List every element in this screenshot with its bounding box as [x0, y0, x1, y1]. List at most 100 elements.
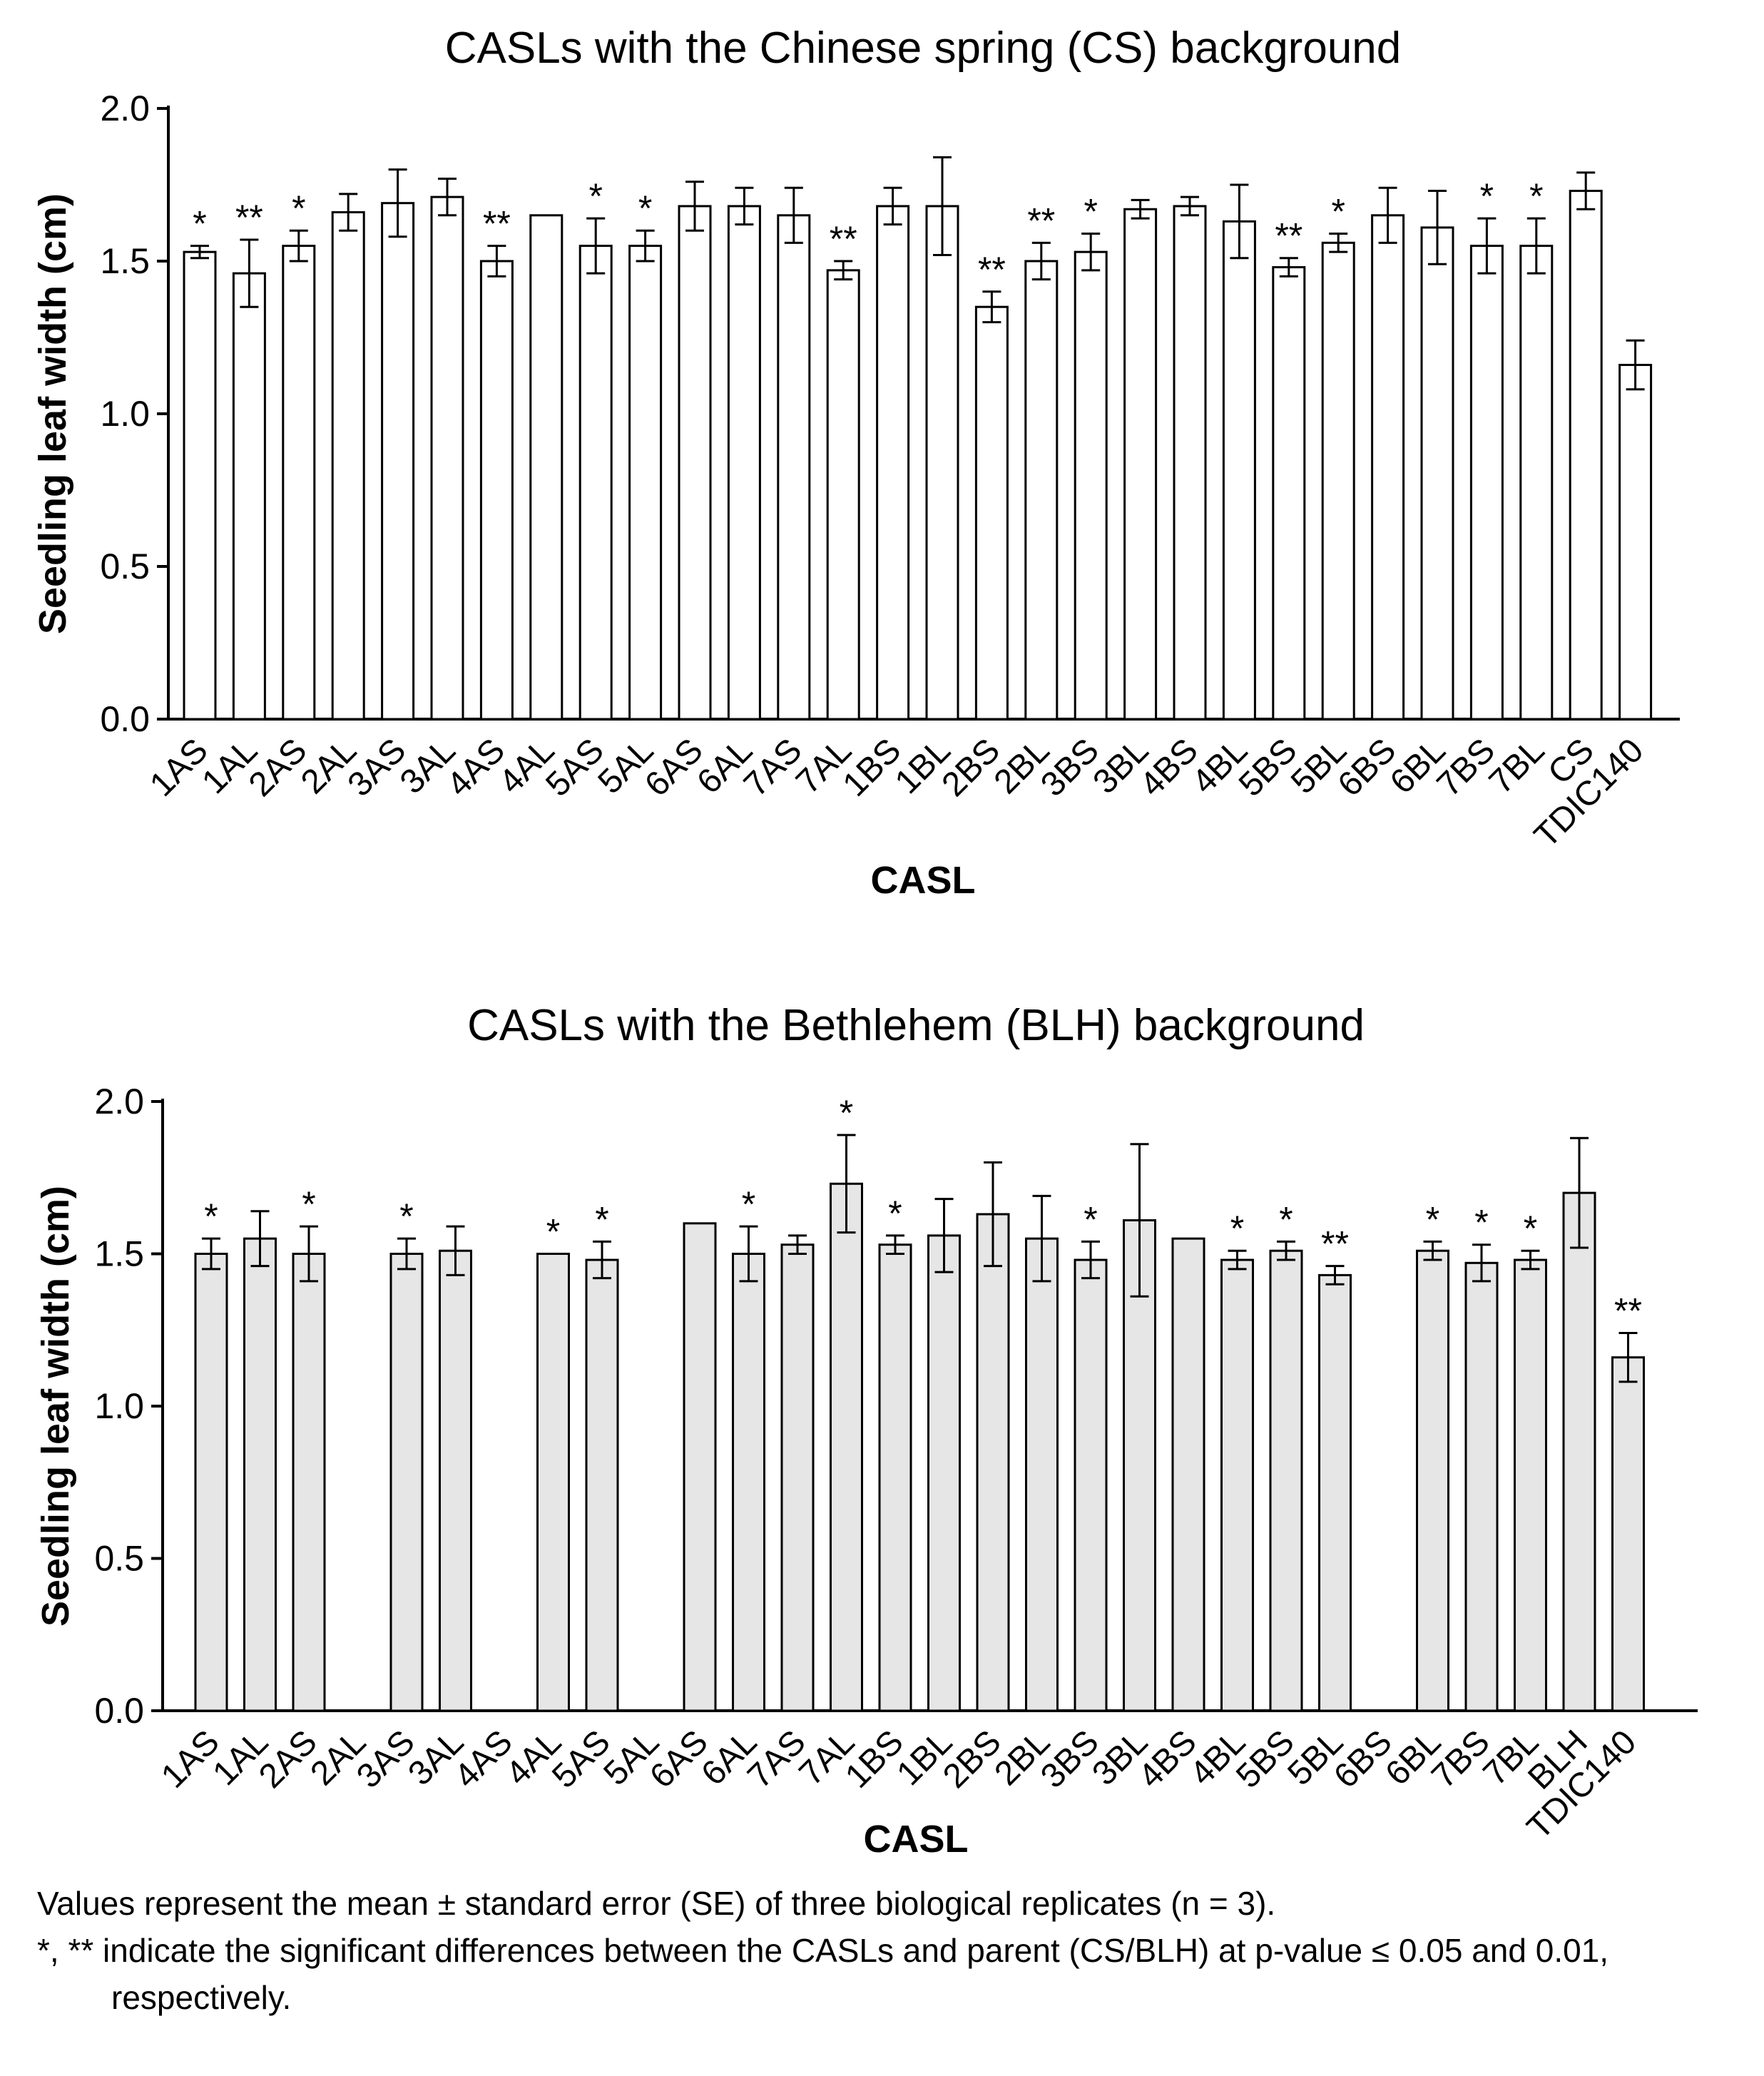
bar-6bl	[1420, 226, 1454, 721]
bar-7bs	[1469, 245, 1504, 721]
figure-notes: Values represent the mean ± standard err…	[37, 1880, 1749, 2021]
significance-marker: *	[742, 1184, 755, 1224]
bar-5bs	[1272, 266, 1306, 721]
significance-marker: *	[638, 188, 652, 228]
bar-7bl	[1519, 245, 1554, 721]
significance-marker: **	[1027, 200, 1055, 240]
x-axis-title: CASL	[871, 859, 976, 902]
significance-marker: **	[978, 250, 1006, 290]
bar-2as	[292, 1253, 326, 1712]
bar-1as	[194, 1253, 228, 1712]
significance-marker: *	[302, 1184, 315, 1224]
bar-4as	[479, 260, 514, 721]
significance-marker: *	[1426, 1199, 1439, 1239]
bar-7al	[830, 1182, 863, 1712]
bar-5bl	[1321, 241, 1355, 721]
bar-5as	[578, 245, 613, 721]
bar-3bs	[1074, 250, 1108, 721]
significance-marker: *	[840, 1093, 853, 1133]
significance-marker: *	[1084, 191, 1097, 231]
bar-7bl	[1514, 1258, 1547, 1712]
y-tick-label: 0.0	[100, 699, 150, 739]
bar-3bl	[1123, 1219, 1156, 1712]
significance-marker: **	[1614, 1291, 1642, 1331]
bar-2al	[331, 211, 365, 721]
y-tick-label: 2.0	[94, 1082, 144, 1121]
bar-4al	[536, 1253, 570, 1712]
significance-marker: *	[595, 1199, 608, 1239]
bar-1al	[232, 272, 266, 721]
bar-blh	[1562, 1191, 1596, 1712]
significance-marker: *	[292, 188, 305, 228]
bar-4bs	[1171, 1237, 1205, 1712]
bar-2bs	[974, 305, 1009, 721]
bar-3as	[389, 1253, 424, 1712]
chart-panel-cs: CASLs with the Chinese spring (CS) backg…	[31, 24, 1680, 902]
bar-3al	[439, 1249, 472, 1712]
significance-marker: *	[1084, 1199, 1097, 1239]
bar-6al	[732, 1253, 765, 1712]
significance-marker: *	[888, 1194, 902, 1233]
bar-4bl	[1220, 1258, 1254, 1712]
significance-marker: *	[1529, 176, 1543, 216]
bar-3al	[430, 195, 464, 721]
y-tick-label: 1.0	[100, 394, 150, 434]
bar-tdic140	[1611, 1356, 1645, 1712]
bar-6as	[678, 205, 712, 721]
significance-marker: *	[204, 1196, 218, 1236]
bar-1al	[243, 1237, 277, 1712]
bar-4al	[529, 214, 564, 721]
significance-marker: *	[546, 1212, 560, 1252]
bar-1bl	[927, 1234, 961, 1712]
bar-7bs	[1464, 1261, 1499, 1712]
y-tick-label: 2.0	[100, 88, 150, 128]
significance-marker: **	[1321, 1224, 1349, 1264]
significance-marker: *	[1524, 1209, 1537, 1248]
y-tick-label: 0.0	[94, 1691, 144, 1731]
bar-1bs	[878, 1243, 912, 1712]
significance-marker: *	[1230, 1209, 1244, 1248]
bar-5bl	[1318, 1273, 1352, 1712]
y-tick-label: 0.5	[100, 546, 150, 586]
bar-2bl	[1024, 260, 1059, 721]
significance-marker: *	[399, 1196, 413, 1236]
significance-marker: *	[1279, 1199, 1293, 1239]
bar-6as	[683, 1222, 717, 1712]
bar-1bl	[925, 205, 959, 721]
bar-1as	[183, 250, 217, 721]
bar-6bl	[1416, 1249, 1449, 1712]
bar-7as	[777, 214, 811, 721]
bar-3as	[381, 202, 415, 721]
footnote-replicates: Values represent the mean ± standard err…	[37, 1885, 1276, 1922]
y-tick-label: 1.0	[94, 1386, 144, 1426]
footnote-significance: *, ** indicate the significant differenc…	[37, 1932, 1609, 2016]
chart-title: CASLs with the Chinese spring (CS) backg…	[445, 24, 1402, 73]
significance-marker: *	[193, 204, 206, 244]
bar-cs	[1569, 190, 1603, 721]
bar-7as	[780, 1243, 815, 1712]
y-axis-title: Seedling leaf width (cm)	[31, 193, 74, 634]
bar-5as	[585, 1258, 619, 1712]
bar-7al	[826, 269, 860, 721]
x-axis-title: CASL	[864, 1818, 969, 1855]
significance-marker: *	[1474, 1203, 1488, 1243]
bar-2bl	[1025, 1237, 1059, 1712]
figure-canvas: CASLs with the Chinese spring (CS) backg…	[31, 24, 1698, 1855]
bar-3bl	[1123, 208, 1158, 721]
significance-marker: **	[830, 219, 857, 259]
bar-3bs	[1074, 1258, 1108, 1712]
y-tick-label: 0.5	[94, 1539, 144, 1579]
bar-4bl	[1222, 220, 1256, 721]
y-axis-title: Seedling leaf width (cm)	[34, 1186, 77, 1627]
bar-1bs	[876, 205, 910, 721]
bar-5al	[628, 245, 663, 721]
bar-2bs	[976, 1213, 1010, 1712]
significance-marker: *	[1480, 176, 1494, 216]
bar-5bs	[1269, 1249, 1303, 1712]
chart-panel-blh: CASLs with the Bethlehem (BLH) backgroun…	[34, 1001, 1698, 1855]
significance-marker: **	[1275, 216, 1302, 256]
significance-marker: *	[588, 176, 602, 216]
significance-marker: *	[1331, 191, 1345, 231]
bar-tdic140	[1618, 364, 1653, 721]
y-tick-label: 1.5	[94, 1234, 144, 1274]
